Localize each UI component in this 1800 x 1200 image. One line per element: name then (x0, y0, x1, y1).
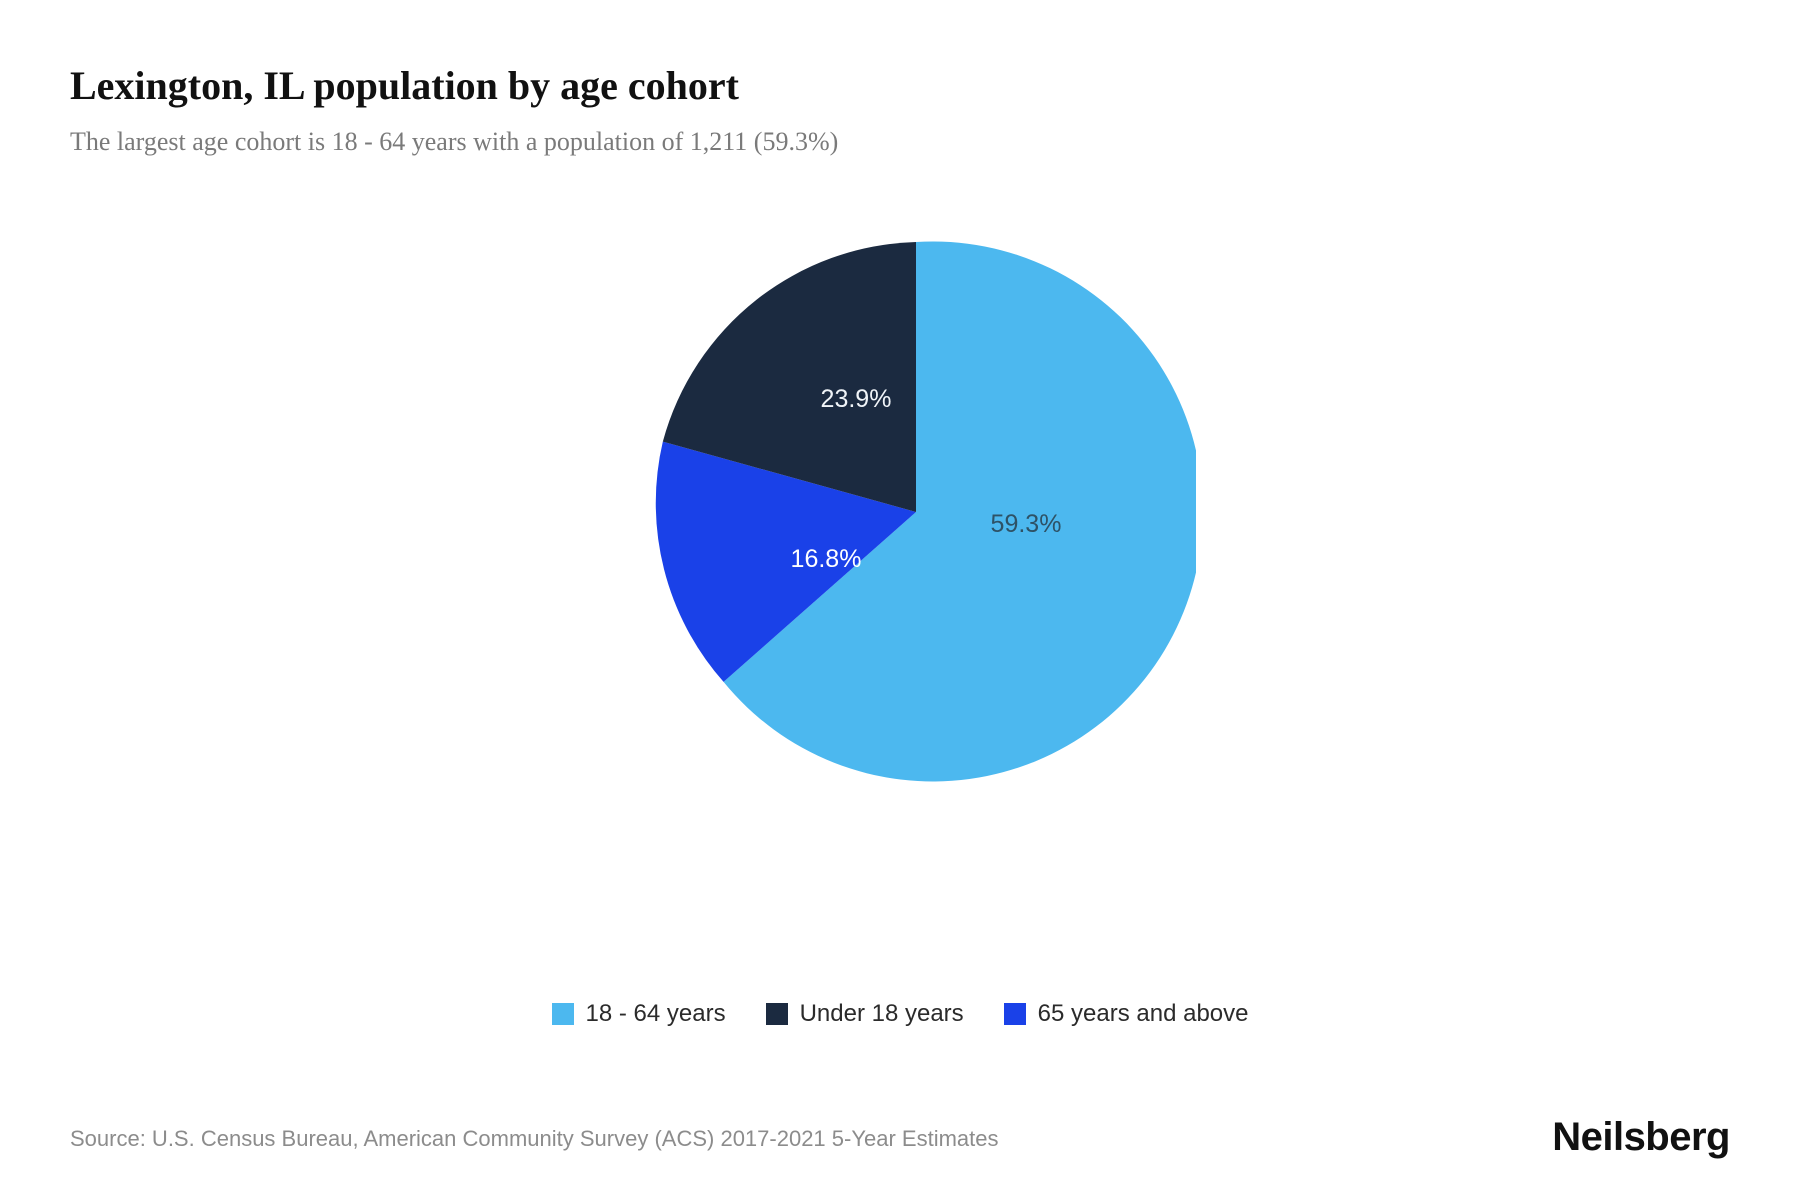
brand-logo: Neilsberg (1552, 1115, 1730, 1160)
legend-item-18-64-years[interactable]: 18 - 64 years (552, 1000, 726, 1028)
pie-label-under-18-years: 23.9% (821, 385, 892, 413)
chart-page: Lexington, IL population by age cohort T… (0, 0, 1800, 1200)
header-section: Lexington, IL population by age cohort T… (70, 62, 1730, 157)
legend-swatch-65-and-above (1004, 1003, 1026, 1025)
legend-swatch-under-18-years (766, 1003, 788, 1025)
pie-chart: 59.3% 16.8% 23.9% (636, 232, 1196, 792)
pie-slices (656, 241, 1196, 781)
pie-label-65-and-above: 16.8% (791, 545, 862, 573)
page-title: Lexington, IL population by age cohort (70, 62, 1730, 109)
legend-label-65-and-above: 65 years and above (1038, 1000, 1249, 1028)
legend-label-under-18-years: Under 18 years (800, 1000, 964, 1028)
pie-label-18-64-years: 59.3% (991, 510, 1062, 538)
legend-item-65-and-above[interactable]: 65 years and above (1004, 1000, 1249, 1028)
source-footnote: Source: U.S. Census Bureau, American Com… (70, 1126, 999, 1152)
legend-swatch-18-64-years (552, 1003, 574, 1025)
legend-item-under-18-years[interactable]: Under 18 years (766, 1000, 964, 1028)
legend-label-18-64-years: 18 - 64 years (586, 1000, 726, 1028)
page-subtitle: The largest age cohort is 18 - 64 years … (70, 127, 1730, 157)
pie-chart-svg: 59.3% 16.8% 23.9% (636, 232, 1196, 792)
legend: 18 - 64 years Under 18 years 65 years an… (0, 1000, 1800, 1028)
